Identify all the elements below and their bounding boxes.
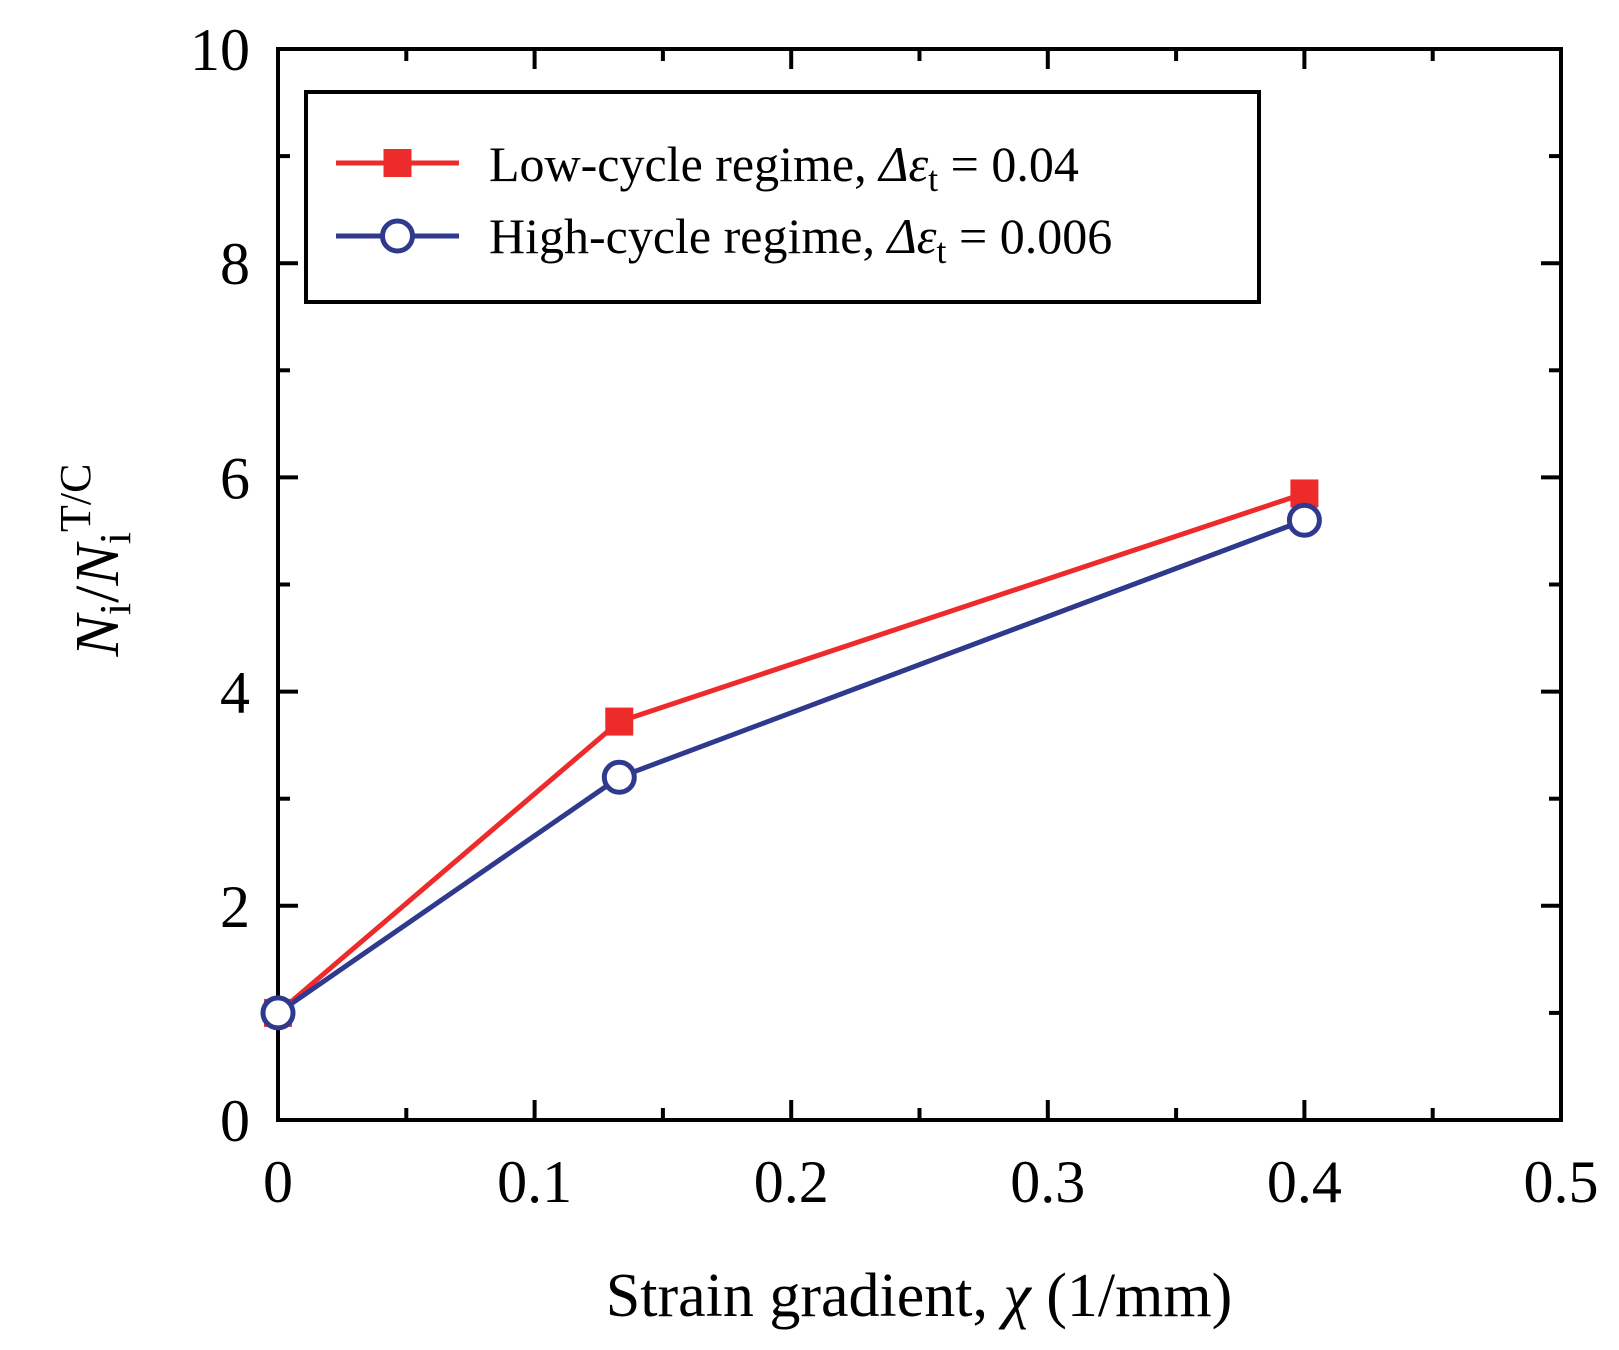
series-line-0 [276, 491, 1306, 1015]
x-tick-label: 0.4 [1267, 1149, 1342, 1215]
legend-symbol-0 [383, 149, 412, 177]
axis-tick-labels: 0 0.1 0.2 0.3 0.4 0.5 0 2 4 6 8 10 [190, 17, 1599, 1215]
series-lines [276, 491, 1306, 1015]
data-point-series-0 [605, 707, 634, 736]
y-axis-title: Ni/NiT/C [51, 464, 140, 658]
x-tick-label: 0 [263, 1149, 293, 1215]
legend-marker-low-cycle [383, 149, 412, 177]
legend-marker-high-cycle [380, 218, 415, 254]
data-point-series-1 [260, 995, 296, 1031]
series-markers [260, 479, 1322, 1031]
legend-label-high-cycle: High-cycle regime, Δεt = 0.006 [489, 208, 1112, 271]
series-line-1 [276, 517, 1306, 1015]
legend-symbol-1 [380, 218, 415, 254]
legend: Low-cycle regime, Δεt = 0.04 High-cycle … [304, 90, 1261, 304]
axis-ticks [276, 47, 1563, 1122]
y-tick-label: 8 [220, 231, 250, 297]
legend-label-low-cycle: Low-cycle regime, Δεt = 0.04 [489, 136, 1079, 199]
legend-box [304, 90, 1261, 304]
y-tick-label: 2 [220, 874, 250, 940]
y-tick-label: 4 [220, 660, 250, 726]
x-axis-title: Strain gradient, χ (1/mm) [606, 1262, 1233, 1330]
x-tick-label: 0.3 [1010, 1149, 1085, 1215]
y-tick-label: 0 [220, 1088, 250, 1154]
y-tick-label: 10 [190, 17, 250, 83]
x-tick-label: 0.1 [497, 1149, 572, 1215]
x-tick-label: 0.5 [1524, 1149, 1599, 1215]
x-tick-label: 0.2 [754, 1149, 829, 1215]
data-point-series-1 [1286, 502, 1322, 538]
data-point-series-1 [601, 759, 637, 795]
y-tick-label: 6 [220, 445, 250, 511]
